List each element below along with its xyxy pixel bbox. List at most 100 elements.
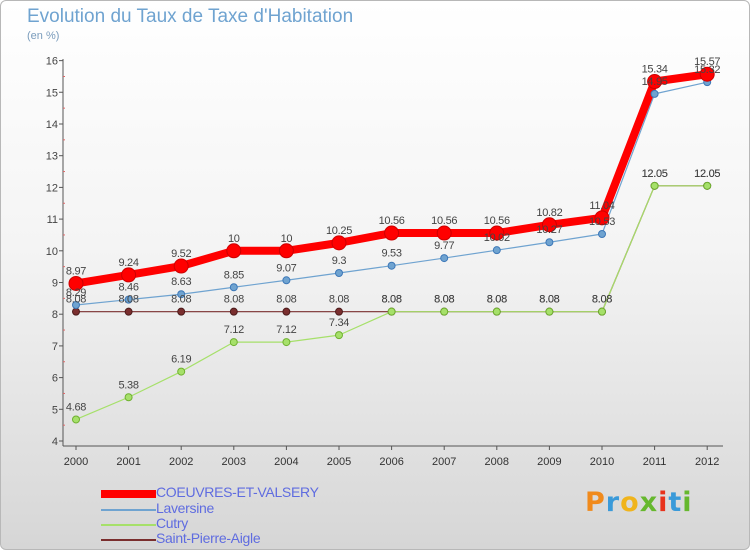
data-label: 8.63 (171, 276, 191, 288)
data-label: 11.04 (589, 200, 614, 212)
data-label: 8.08 (592, 294, 612, 306)
data-point (177, 367, 186, 376)
data-point (229, 283, 238, 292)
data-point (72, 415, 80, 424)
data-point (647, 74, 663, 90)
proxiti-logo: Proxiti (585, 487, 693, 518)
y-tick-label: 15 (46, 87, 58, 99)
data-label: 9.53 (381, 248, 401, 260)
data-point (229, 338, 238, 347)
data-label: 10.56 (431, 215, 457, 227)
data-label: 7.12 (224, 324, 244, 336)
data-point (335, 307, 343, 316)
data-point (440, 254, 449, 263)
data-label: 8.08 (434, 294, 454, 306)
data-point (124, 307, 133, 316)
x-tick-label: 2000 (64, 456, 88, 468)
legend-label-coeuvres: COEUVRES-ET-VALSERY (156, 484, 319, 500)
data-label: 10.56 (379, 215, 405, 227)
x-tick-label: 2007 (432, 456, 456, 468)
data-point (545, 238, 554, 247)
chart-subtitle: (en %) (27, 30, 60, 42)
y-tick-label: 7 (52, 341, 58, 353)
legend-label-saint-pierre-aigle: Saint-Pierre-Aigle (156, 530, 261, 546)
data-label: 7.12 (276, 324, 296, 336)
data-label: 12.05 (694, 168, 720, 180)
data-point (541, 217, 557, 233)
legend-swatch-laversine (101, 509, 156, 511)
data-point (331, 235, 347, 251)
data-point (121, 267, 137, 283)
data-label: 8.85 (224, 269, 244, 281)
data-label: 10.27 (536, 224, 562, 236)
legend-swatch-saint-pierre-aigle (101, 539, 156, 541)
data-label: 8.08 (539, 294, 559, 306)
data-label: 8.29 (66, 287, 86, 299)
data-point (440, 307, 449, 316)
y-tick-label: 13 (46, 151, 58, 163)
chart-title: Evolution du Taux de Taxe d'Habitation (27, 6, 354, 27)
data-point (387, 307, 396, 316)
data-label: 8.08 (487, 294, 507, 306)
y-tick-label: 4 (52, 436, 58, 448)
logo-letter: o (620, 487, 640, 518)
data-label: 8.08 (118, 294, 138, 306)
logo-letter: x (639, 487, 659, 518)
y-tick-label: 11 (47, 214, 58, 226)
y-tick-label: 14 (46, 119, 58, 131)
data-label: 8.08 (381, 294, 401, 306)
data-point (387, 261, 396, 270)
y-tick-label: 6 (52, 373, 58, 385)
x-tick-label: 2012 (695, 456, 719, 468)
data-point (492, 307, 501, 316)
data-label: 5.38 (118, 379, 138, 391)
x-tick-label: 2003 (222, 456, 246, 468)
data-point (699, 66, 715, 82)
data-label: 10.53 (589, 216, 615, 228)
x-tick-label: 2004 (274, 456, 298, 468)
data-point (489, 225, 505, 241)
data-point (72, 301, 80, 310)
logo-letter: i (682, 487, 693, 518)
x-tick-label: 2002 (169, 456, 193, 468)
data-label: 8.08 (434, 294, 454, 306)
data-point (703, 181, 712, 190)
data-label: 8.08 (66, 294, 86, 306)
data-label: 8.97 (66, 265, 86, 277)
data-point (598, 229, 606, 238)
legend-swatch-coeuvres (101, 490, 156, 498)
data-point (177, 290, 186, 299)
logo-letter: t (668, 487, 683, 518)
y-tick-label: 9 (52, 278, 58, 290)
data-point (68, 275, 84, 291)
data-label: 9.24 (118, 257, 138, 269)
data-label: 7.34 (329, 317, 349, 329)
data-point (384, 225, 400, 241)
x-tick-label: 2005 (327, 456, 351, 468)
legend-label-laversine: Laversine (156, 500, 215, 516)
data-label: 9.77 (434, 240, 454, 252)
data-label: 10.82 (536, 207, 562, 219)
logo-letter: i (658, 487, 669, 518)
data-point (650, 89, 659, 98)
data-point (282, 276, 291, 285)
x-tick-label: 2009 (537, 456, 561, 468)
data-point (598, 307, 606, 316)
data-label: 8.08 (224, 294, 244, 306)
data-label: 4.68 (66, 401, 86, 413)
data-point (72, 307, 80, 316)
data-label: 9.3 (332, 255, 347, 267)
data-label: 6.19 (171, 354, 191, 366)
data-point (545, 307, 554, 316)
data-point (282, 338, 291, 347)
data-point (335, 331, 343, 340)
x-tick-label: 2006 (379, 456, 403, 468)
x-tick-label: 2010 (590, 456, 614, 468)
data-point (226, 243, 242, 259)
data-label: 15.32 (694, 64, 720, 76)
data-label: 8.08 (592, 294, 612, 306)
data-point (650, 181, 659, 190)
y-tick-label: 10 (46, 246, 58, 258)
